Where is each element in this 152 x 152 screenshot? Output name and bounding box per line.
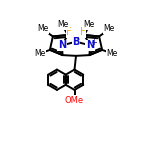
Text: B: B bbox=[72, 37, 80, 47]
Text: Me: Me bbox=[58, 21, 69, 29]
Text: F: F bbox=[66, 27, 72, 37]
Text: Me: Me bbox=[106, 49, 117, 58]
Text: OMe: OMe bbox=[65, 96, 84, 105]
Text: N: N bbox=[86, 40, 94, 50]
Text: N: N bbox=[58, 40, 66, 50]
Text: Me: Me bbox=[103, 24, 114, 33]
Text: +: + bbox=[90, 38, 97, 47]
Text: Me: Me bbox=[35, 49, 46, 58]
Text: Me: Me bbox=[38, 24, 49, 33]
Text: F: F bbox=[80, 27, 86, 37]
Text: −: − bbox=[76, 33, 84, 43]
Text: Me: Me bbox=[83, 21, 94, 29]
